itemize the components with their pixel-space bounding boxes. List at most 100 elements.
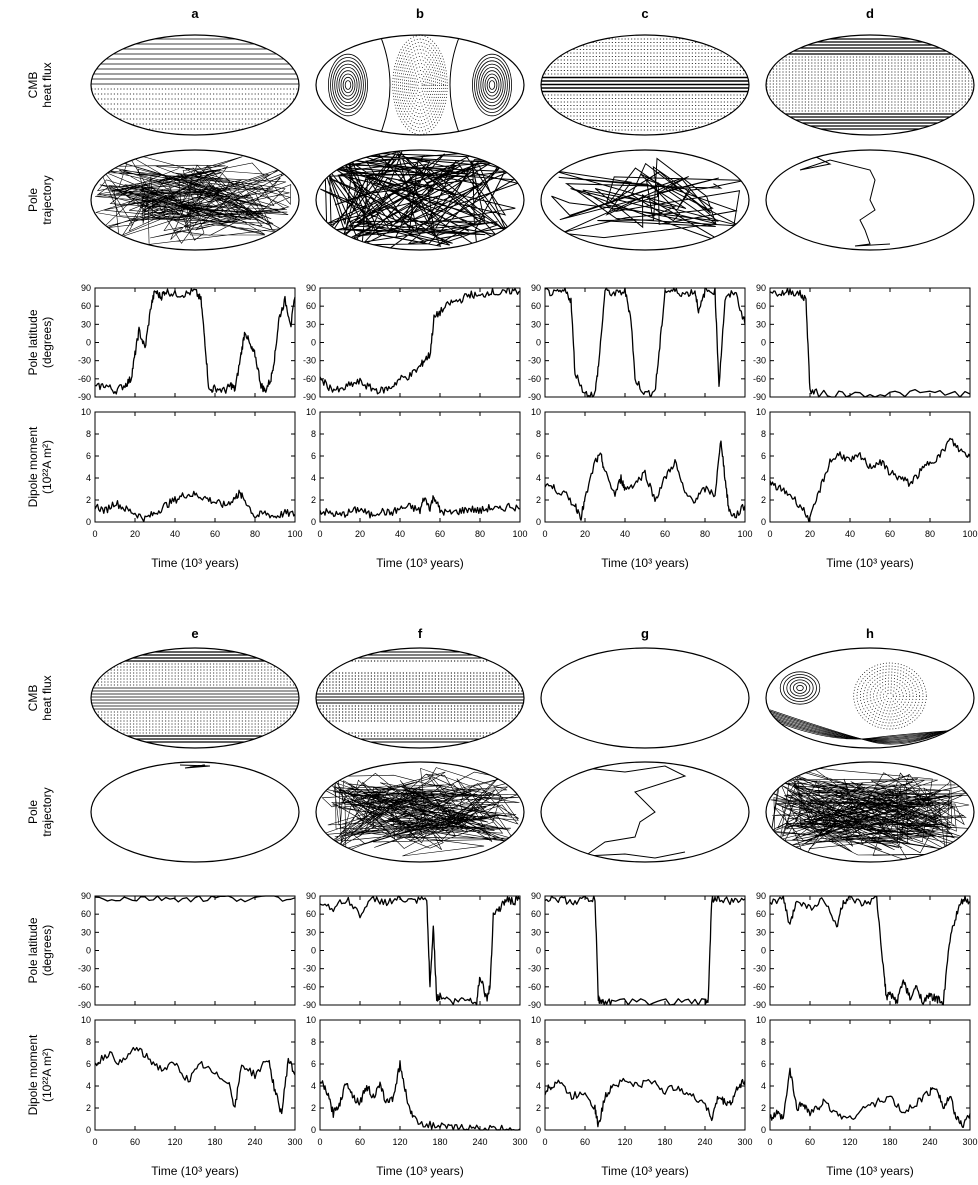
plot-frame bbox=[319, 411, 521, 523]
x-axis-label: Time (10³ years) bbox=[376, 1164, 464, 1178]
x-tick-label: 300 bbox=[962, 1137, 977, 1147]
x-tick-label: 80 bbox=[475, 529, 485, 539]
contour-line bbox=[484, 73, 500, 97]
x-axis-label: Time (10³ years) bbox=[601, 556, 689, 570]
series-line bbox=[94, 895, 296, 903]
trajectory-path bbox=[320, 767, 520, 857]
y-tick-label: -90 bbox=[78, 1000, 91, 1010]
y-tick-label: 4 bbox=[536, 1081, 541, 1091]
contour-line bbox=[328, 53, 369, 117]
x-tick-label: 0 bbox=[317, 1137, 322, 1147]
x-axis-label: Time (10³ years) bbox=[376, 556, 464, 570]
series-line bbox=[319, 895, 521, 1006]
series-line bbox=[94, 489, 296, 523]
contour-line bbox=[486, 76, 498, 94]
series-line bbox=[769, 437, 971, 523]
y-tick-label: 30 bbox=[756, 319, 766, 329]
x-tick-label: 0 bbox=[542, 529, 547, 539]
x-tick-label: 0 bbox=[767, 529, 772, 539]
x-tick-label: 40 bbox=[845, 529, 855, 539]
contour-line bbox=[474, 57, 510, 113]
map-outline bbox=[315, 34, 525, 136]
plot-frame bbox=[769, 895, 971, 1006]
y-tick-label: -90 bbox=[753, 392, 766, 402]
contour-line bbox=[886, 692, 894, 700]
y-tick-label: 0 bbox=[761, 338, 766, 348]
panel-label-d: d bbox=[866, 6, 874, 21]
plot-a-pole_latitude: -90 -60 -30 0 30 60 90 bbox=[78, 283, 296, 402]
y-tick-label: -30 bbox=[303, 356, 316, 366]
y-tick-label: 60 bbox=[756, 909, 766, 919]
x-tick-label: 300 bbox=[737, 1137, 752, 1147]
y-tick-label: 8 bbox=[86, 1037, 91, 1047]
y-tick-label: 4 bbox=[86, 1081, 91, 1091]
map-outline bbox=[90, 149, 300, 251]
row-label-latitude-line: Pole latitude bbox=[26, 309, 40, 375]
contour-line bbox=[488, 80, 496, 90]
row-label-dipole-line: (10²²A m²) bbox=[40, 440, 54, 494]
heat-flux-map-c bbox=[540, 34, 750, 136]
row-label-trajectory: Pole trajectory bbox=[26, 787, 54, 836]
y-tick-label: 10 bbox=[531, 1015, 541, 1025]
plot-frame bbox=[544, 411, 746, 523]
plot-f-pole_latitude: -90 -60 -30 0 30 60 90 bbox=[303, 891, 521, 1010]
contour-line bbox=[873, 680, 907, 712]
contour-line bbox=[789, 679, 811, 697]
x-tick-label: 0 bbox=[767, 1137, 772, 1147]
heat-flux-map-h bbox=[765, 647, 975, 749]
contour-line bbox=[769, 713, 971, 742]
y-tick-label: 2 bbox=[536, 495, 541, 505]
map-outline bbox=[540, 149, 750, 251]
plot-frame bbox=[769, 1019, 971, 1131]
y-tick-label: -60 bbox=[78, 982, 91, 992]
plot-c-pole_latitude: -90 -60 -30 0 30 60 90 bbox=[528, 283, 746, 402]
row-label-latitude-line: (degrees) bbox=[40, 925, 54, 976]
x-axis-label: Time (10³ years) bbox=[151, 1164, 239, 1178]
y-tick-label: -30 bbox=[528, 356, 541, 366]
x-tick-label: 300 bbox=[512, 1137, 527, 1147]
x-tick-label: 240 bbox=[247, 1137, 262, 1147]
contour-line bbox=[394, 38, 446, 132]
series-line bbox=[544, 287, 746, 398]
x-tick-label: 180 bbox=[432, 1137, 447, 1147]
contour-line bbox=[336, 66, 360, 104]
y-tick-label: -90 bbox=[303, 392, 316, 402]
contour-line bbox=[853, 662, 927, 730]
x-tick-label: 100 bbox=[962, 529, 977, 539]
series-line bbox=[769, 895, 971, 1006]
y-tick-label: 60 bbox=[531, 301, 541, 311]
map-outline bbox=[765, 647, 975, 749]
y-tick-label: 60 bbox=[81, 301, 91, 311]
y-tick-label: -60 bbox=[528, 374, 541, 384]
y-tick-label: 30 bbox=[306, 927, 316, 937]
y-tick-label: 2 bbox=[761, 1103, 766, 1113]
y-tick-label: 60 bbox=[306, 301, 316, 311]
row-label-latitude: Pole latitude (degrees) bbox=[26, 309, 54, 375]
row-label-dipole-line: Dipole moment bbox=[26, 426, 40, 507]
y-tick-label: 0 bbox=[536, 1125, 541, 1135]
plot-e-dipole_moment: 0 2 4 6 8 10 0 60 120 180 240 300 bbox=[81, 1015, 303, 1147]
row-label-latitude-line: (degrees) bbox=[40, 317, 54, 368]
contour-line bbox=[866, 674, 914, 718]
heat-flux-map-a bbox=[90, 34, 300, 136]
x-tick-label: 240 bbox=[922, 1137, 937, 1147]
y-tick-label: 4 bbox=[86, 473, 91, 483]
contour-line bbox=[786, 676, 814, 700]
y-tick-label: 90 bbox=[531, 891, 541, 901]
row-label-dipole-line: Dipole moment bbox=[26, 1034, 40, 1115]
contour-line bbox=[472, 53, 513, 117]
y-tick-label: 90 bbox=[756, 283, 766, 293]
map-outline bbox=[315, 761, 525, 863]
x-tick-label: 60 bbox=[355, 1137, 365, 1147]
x-tick-label: 40 bbox=[170, 529, 180, 539]
plot-d-pole_latitude: -90 -60 -30 0 30 60 90 bbox=[753, 283, 971, 402]
contour-line bbox=[863, 671, 917, 721]
map-outline bbox=[540, 761, 750, 863]
row-label-trajectory-line: Pole bbox=[26, 188, 40, 212]
x-axis-label: Time (10³ years) bbox=[601, 1164, 689, 1178]
y-tick-label: 6 bbox=[761, 451, 766, 461]
